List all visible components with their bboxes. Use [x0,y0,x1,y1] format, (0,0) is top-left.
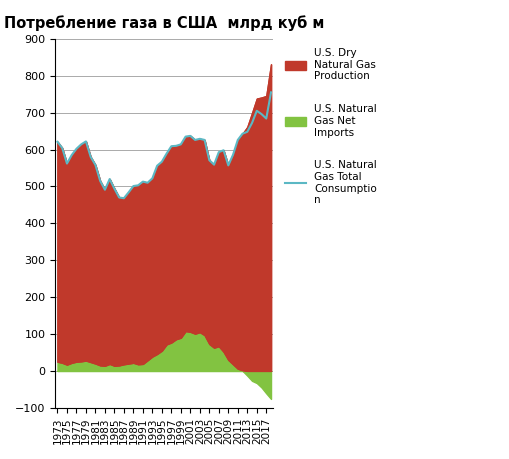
Title: Потребление газа в США  млрд куб м: Потребление газа в США млрд куб м [4,15,324,31]
Legend: U.S. Dry
Natural Gas
Production, U.S. Natural
Gas Net
Imports, U.S. Natural
Gas : U.S. Dry Natural Gas Production, U.S. Na… [280,44,380,209]
